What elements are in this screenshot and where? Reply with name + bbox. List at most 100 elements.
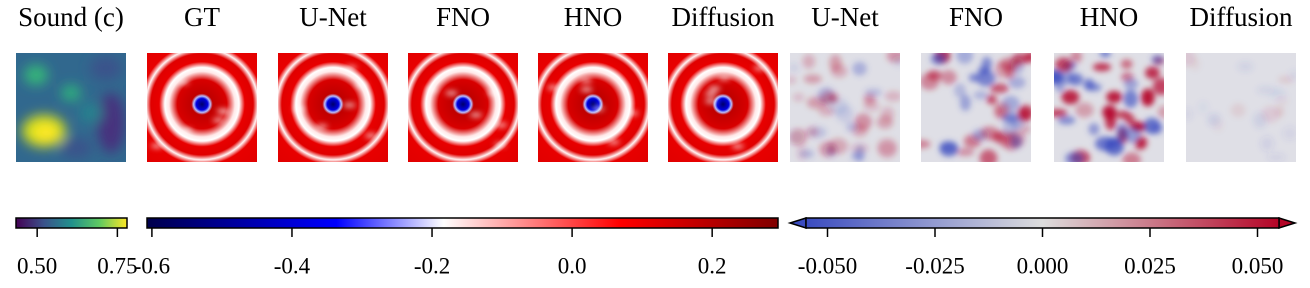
blob — [1054, 69, 1063, 85]
streak — [580, 87, 593, 92]
blob — [34, 123, 58, 143]
blob — [956, 53, 974, 64]
blob — [1141, 88, 1155, 107]
panel-title: Diffusion — [1189, 2, 1293, 32]
heatmap — [790, 53, 900, 162]
blob — [1207, 113, 1221, 127]
blob — [1061, 89, 1080, 105]
heatmap — [408, 53, 518, 162]
blob — [790, 128, 808, 146]
panel-title: FNO — [949, 2, 1003, 32]
streak — [626, 111, 639, 116]
panel-title: HNO — [564, 2, 623, 32]
streak — [704, 99, 717, 104]
blob — [880, 106, 895, 122]
blob — [994, 61, 1006, 79]
panel-title: FNO — [436, 2, 490, 32]
blob — [790, 63, 800, 73]
blob — [1197, 101, 1209, 114]
blob — [1070, 53, 1082, 64]
streak — [425, 87, 438, 92]
blob — [1105, 112, 1117, 131]
streaks — [151, 79, 231, 148]
blob — [852, 124, 868, 137]
blob — [1144, 66, 1160, 80]
streak — [494, 142, 507, 147]
blob — [90, 56, 122, 80]
blob — [1125, 114, 1136, 126]
blob — [953, 83, 966, 98]
blob — [1124, 126, 1142, 144]
blob — [1123, 89, 1138, 108]
blob — [802, 54, 816, 69]
blob — [1057, 115, 1076, 125]
blobs — [1186, 53, 1296, 162]
blob — [790, 76, 797, 85]
colorbar-extend — [787, 216, 807, 230]
blob — [829, 54, 842, 72]
heatmap — [538, 53, 648, 162]
blob — [1136, 136, 1148, 149]
blob — [60, 138, 92, 158]
blobs — [921, 53, 1031, 162]
heatmap-base — [538, 53, 648, 162]
blob — [849, 143, 870, 154]
blob — [1275, 96, 1289, 107]
blob — [24, 65, 48, 85]
blob — [993, 101, 1010, 117]
streak — [365, 133, 378, 138]
tick-label: 0.75 — [97, 253, 137, 278]
blob — [1186, 53, 1196, 67]
heatmap-base — [278, 53, 388, 162]
colorbar — [146, 217, 779, 229]
blob — [980, 126, 1000, 141]
streak — [704, 91, 717, 96]
blob — [977, 66, 990, 76]
panel-title: Diffusion — [671, 2, 775, 32]
blob — [803, 74, 822, 84]
blob — [1054, 57, 1073, 73]
blob — [1256, 86, 1276, 95]
streak — [344, 65, 357, 70]
streak — [607, 140, 620, 145]
tick-label: 0.025 — [1124, 253, 1176, 278]
tick-label: 0.050 — [1232, 253, 1284, 278]
panel-title: HNO — [1080, 2, 1139, 32]
blob — [1272, 86, 1285, 97]
blob — [1260, 135, 1275, 152]
blob — [1060, 69, 1074, 85]
blob — [927, 70, 942, 81]
heatmap — [278, 53, 388, 162]
streak — [180, 128, 193, 133]
blob — [1054, 109, 1068, 118]
blob — [1253, 111, 1268, 129]
blob — [1092, 63, 1112, 72]
blob — [1186, 107, 1193, 121]
streak — [315, 124, 328, 129]
blob — [1104, 138, 1124, 156]
tick-label: -0.025 — [905, 253, 964, 278]
blob — [1237, 61, 1254, 72]
colorbar-extend — [1278, 216, 1298, 230]
blob — [97, 93, 125, 153]
blob — [1151, 122, 1163, 135]
blob — [1003, 64, 1015, 80]
streak — [355, 82, 368, 87]
tick-label: 0.000 — [1017, 253, 1069, 278]
blob — [828, 97, 848, 115]
streak — [212, 118, 225, 123]
blob — [930, 53, 946, 65]
blob — [79, 103, 103, 123]
blob — [979, 149, 998, 162]
blob — [956, 147, 975, 157]
tick-label: 0.2 — [698, 253, 727, 278]
blob — [864, 88, 883, 97]
blob — [1075, 102, 1094, 118]
streak — [177, 79, 190, 84]
streaks — [547, 78, 639, 145]
streaks — [293, 65, 378, 138]
streak — [708, 86, 721, 91]
blob — [990, 83, 1009, 94]
